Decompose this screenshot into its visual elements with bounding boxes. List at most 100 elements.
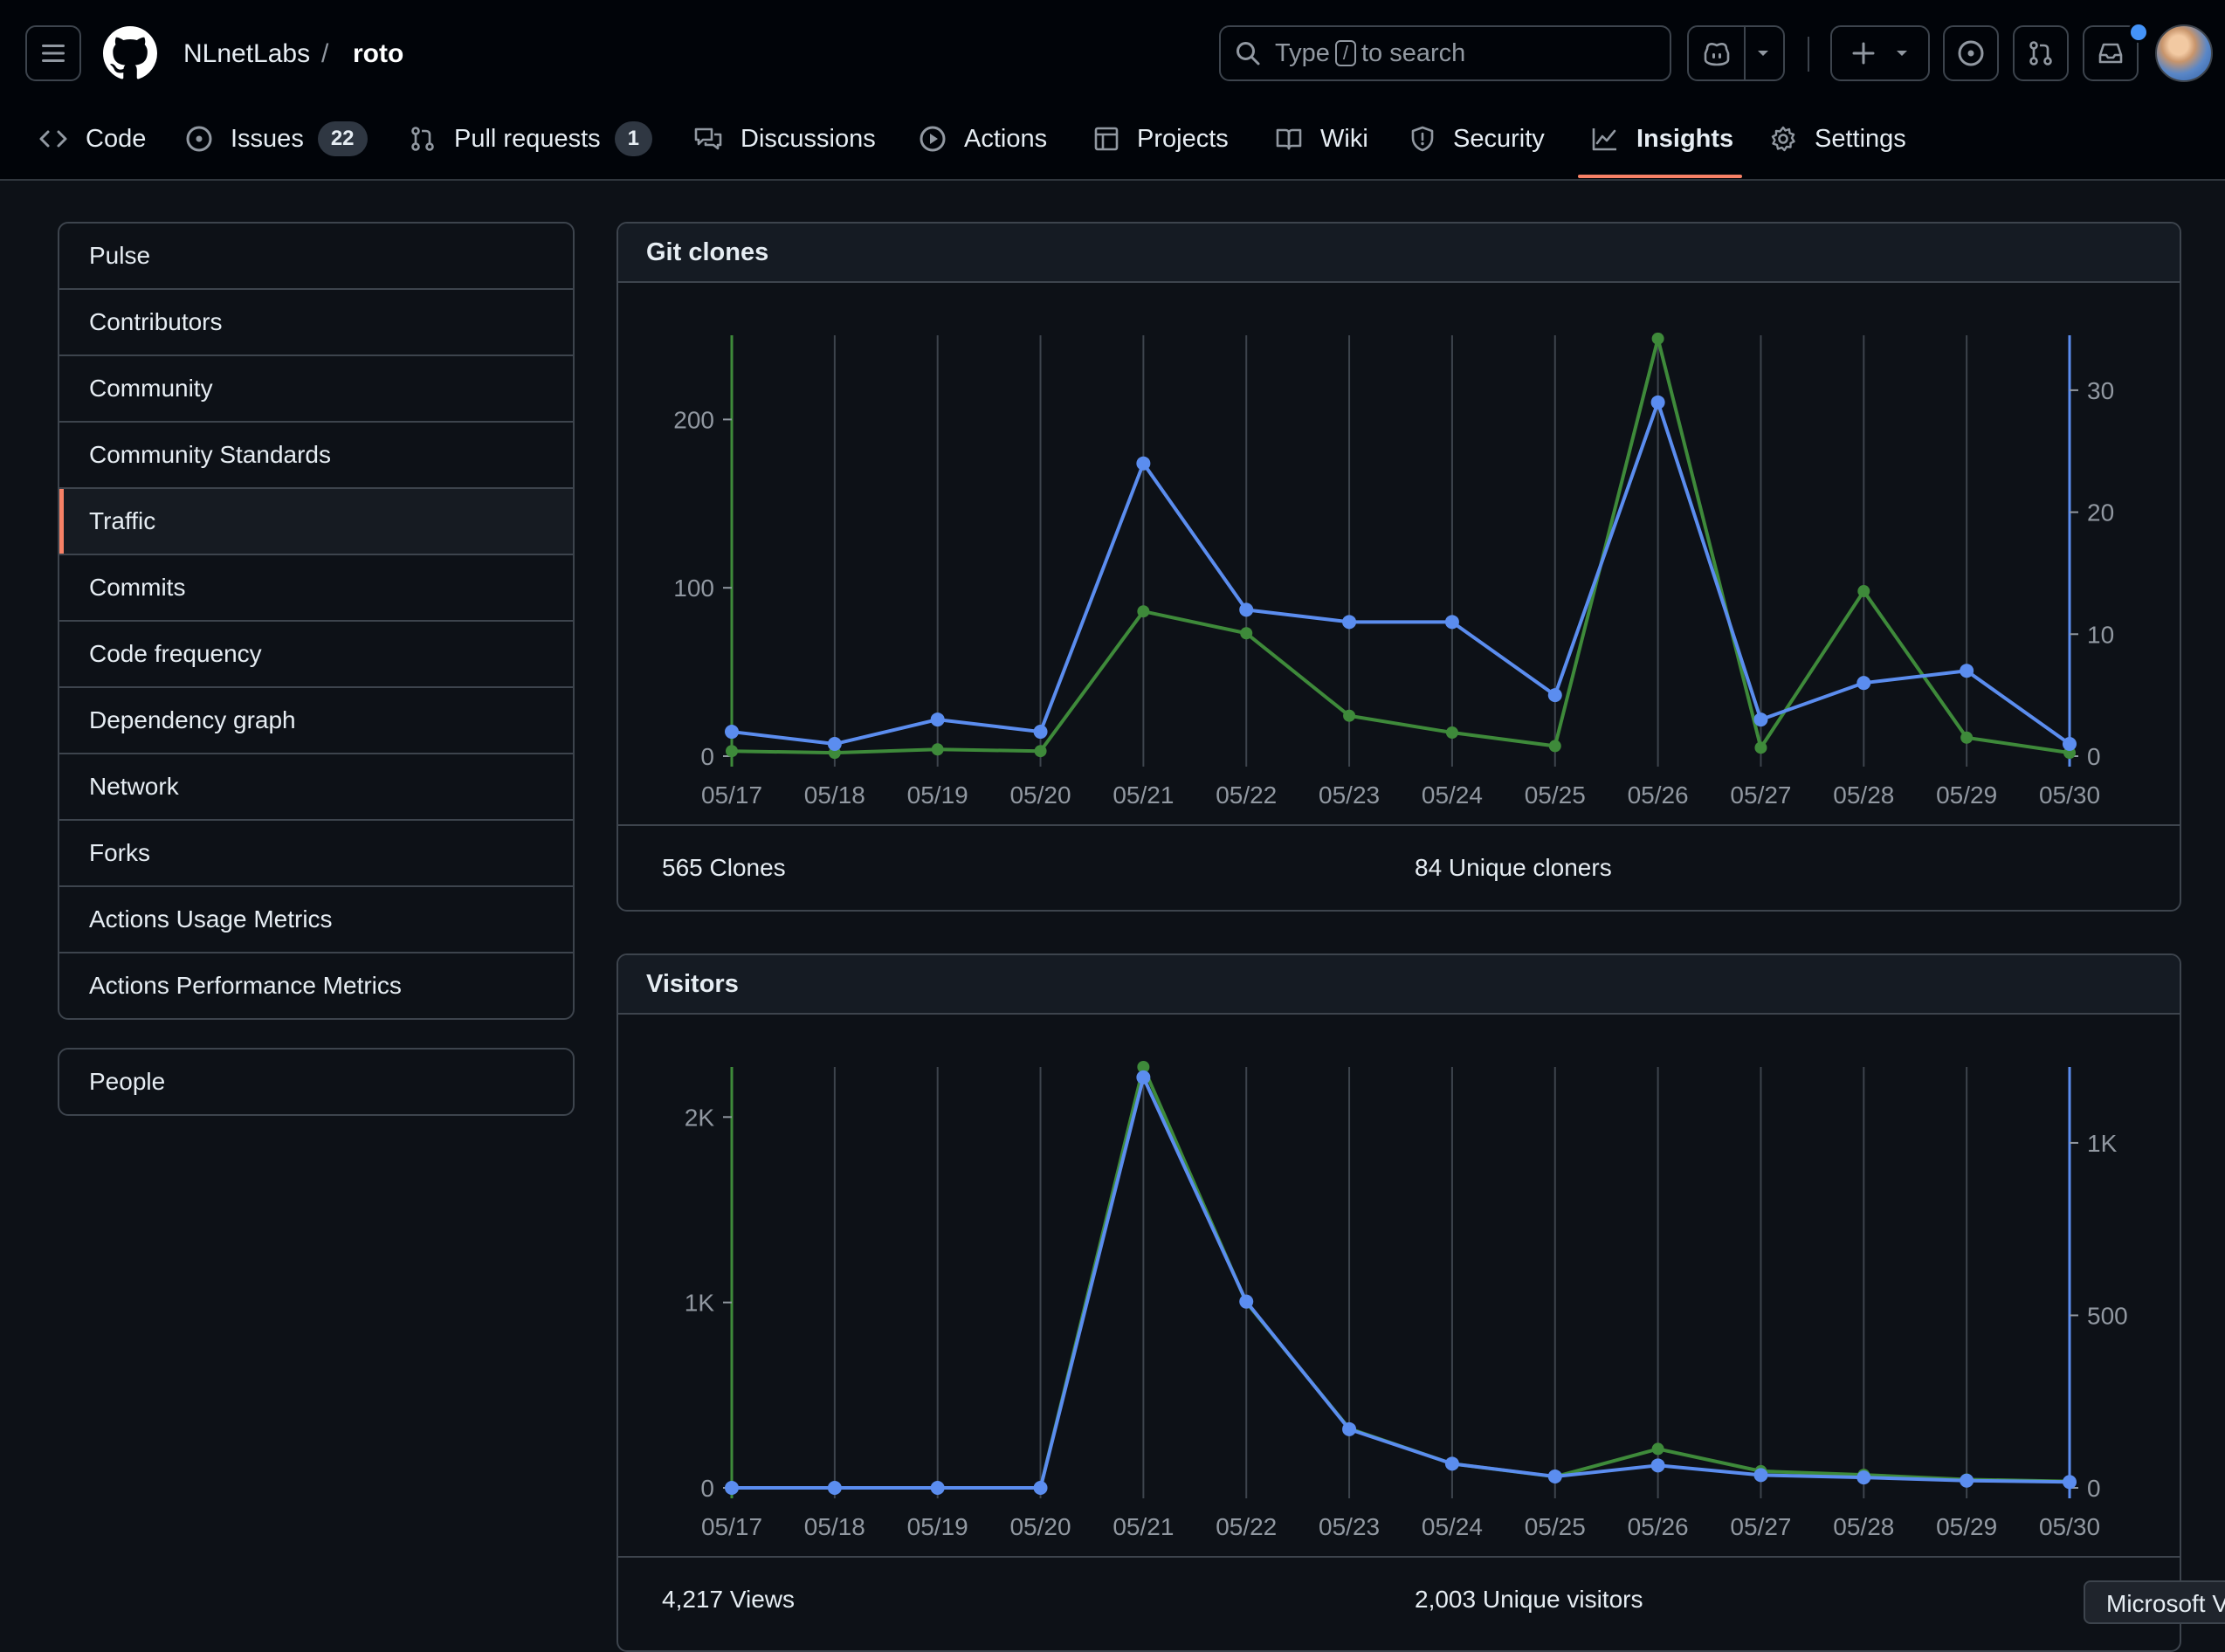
unique-data-point [827,737,842,752]
visitors-title: Visitors [618,955,2180,1015]
left-tick-label: 0 [700,743,714,770]
tab-pull-requests[interactable]: Pull requests 1 [409,117,653,161]
sidebar-item-pulse[interactable]: Pulse [59,224,573,290]
global-header: NLnetLabs / roto Type / to search Code I… [0,0,2225,181]
x-tick-label: 05/23 [1319,781,1380,809]
sidebar-item-forks[interactable]: Forks [59,821,573,887]
play-icon [920,126,946,152]
x-tick-label: 05/29 [1936,781,1997,809]
total-data-point [1034,745,1047,758]
sidebar-item-community-standards[interactable]: Community Standards [59,423,573,489]
total-data-point [1137,1061,1150,1073]
copilot-icon [1704,43,1730,66]
tab-settings[interactable]: Settings [1769,117,1906,161]
unique-data-point [2063,1475,2077,1490]
tab-label: Actions [964,124,1048,153]
tab-discussions[interactable]: Discussions [693,117,876,161]
tab-label: Projects [1137,124,1229,153]
right-tick-label: 1K [2087,1130,2118,1157]
right-tick-label: 500 [2087,1302,2128,1329]
x-tick-label: 05/30 [2039,781,2100,809]
sidebar-item-contributors[interactable]: Contributors [59,290,573,356]
total-data-point [1548,740,1561,753]
create-new-button[interactable] [1830,25,1930,81]
x-tick-label: 05/26 [1628,781,1689,809]
unique-data-point [1650,395,1665,410]
x-tick-label: 05/29 [1936,1513,1997,1540]
tab-wiki[interactable]: Wiki [1275,117,1368,161]
visitors-panel: Visitors 0 1K 2K 0 500 1K 05/17 05/18 05/19 05/20… [617,953,2181,1652]
x-tick-label: 05/18 [804,1513,865,1540]
insights-sidebar: Pulse Contributors Community Community S… [58,222,575,1020]
total-data-point [1754,741,1767,754]
total-data-point [1445,726,1458,740]
x-tick-label: 05/21 [1112,781,1174,809]
sidebar-item-dependency-graph[interactable]: Dependency graph [59,688,573,754]
unique-data-point [930,712,945,727]
x-tick-label: 05/22 [1216,1513,1277,1540]
sidebar-item-commits[interactable]: Commits [59,555,573,622]
search-icon [1236,42,1260,65]
visitors-chart: 0 1K 2K 0 500 1K 05/17 05/18 05/19 05/20 05/21 05/2… [685,1061,2128,1540]
x-tick-label: 05/19 [907,1513,968,1540]
x-tick-label: 05/21 [1112,1513,1174,1540]
right-tick-label: 0 [2087,743,2101,770]
sidebar-item-people[interactable]: People [58,1048,575,1116]
tab-insights[interactable]: Insights [1591,117,1733,161]
x-tick-label: 05/24 [1422,781,1483,809]
x-tick-label: 05/20 [1009,1513,1071,1540]
sidebar-item-community[interactable]: Community [59,356,573,423]
breadcrumb-repo[interactable]: roto [353,39,404,68]
sidebar-item-code-frequency[interactable]: Code frequency [59,622,573,688]
copilot-button[interactable] [1687,25,1785,81]
tab-projects[interactable]: Projects [1093,117,1229,161]
x-tick-label: 05/25 [1525,781,1586,809]
x-tick-label: 05/23 [1319,1513,1380,1540]
unique-data-point [725,725,739,740]
sidebar-item-traffic[interactable]: Traffic [59,489,573,555]
right-tick-label: 0 [2087,1475,2101,1502]
unique-data-point [1753,1468,1768,1483]
chevron-down-icon [1758,51,1768,56]
tab-label: Code [86,124,147,153]
x-tick-label: 05/17 [701,781,762,809]
search-shortcut-key: / [1334,40,1356,66]
unique-data-point [1033,725,1048,740]
sidebar-item-network[interactable]: Network [59,754,573,821]
tab-code[interactable]: Code [38,117,146,161]
tab-actions[interactable]: Actions [919,117,1047,161]
issue-opened-icon [186,126,212,152]
x-tick-label: 05/28 [1833,1513,1894,1540]
github-logo-icon[interactable] [103,26,157,80]
issues-counter: 22 [317,121,368,156]
pull-requests-button[interactable] [2013,25,2069,81]
x-tick-label: 05/27 [1730,781,1791,809]
unique-data-point [1444,1456,1459,1471]
breadcrumb-owner[interactable]: NLnetLabs [183,39,311,68]
issues-button[interactable] [1943,25,1999,81]
unique-cloners: 84 Unique cloners [1415,854,1612,881]
inbox-button[interactable] [2083,25,2139,81]
chevron-down-icon [1897,51,1907,56]
avatar[interactable] [2155,24,2213,82]
unique-data-point [1856,676,1871,691]
total-data-point [1240,627,1253,640]
right-tick-label: 20 [2087,499,2114,527]
tab-security[interactable]: Security [1409,117,1545,161]
tab-issues[interactable]: Issues 22 [185,117,368,161]
sidebar-item-actions-usage-metrics[interactable]: Actions Usage Metrics [59,887,573,953]
plus-icon [1852,42,1875,65]
search-input[interactable]: Type / to search [1219,25,1671,81]
total-data-point [726,745,738,758]
unique-data-point [1753,712,1768,727]
menu-button[interactable] [25,25,81,81]
left-tick-label: 0 [700,1475,714,1502]
x-tick-label: 05/19 [907,781,968,809]
sidebar-item-actions-performance-metrics[interactable]: Actions Performance Metrics [89,972,402,999]
left-tick-label: 1K [685,1290,715,1317]
unique-data-point [1960,1473,1974,1488]
total-data-point [1137,605,1150,618]
graph-icon [1592,128,1616,151]
total-views: 4,217 Views [662,1586,796,1613]
x-tick-label: 05/24 [1422,1513,1483,1540]
